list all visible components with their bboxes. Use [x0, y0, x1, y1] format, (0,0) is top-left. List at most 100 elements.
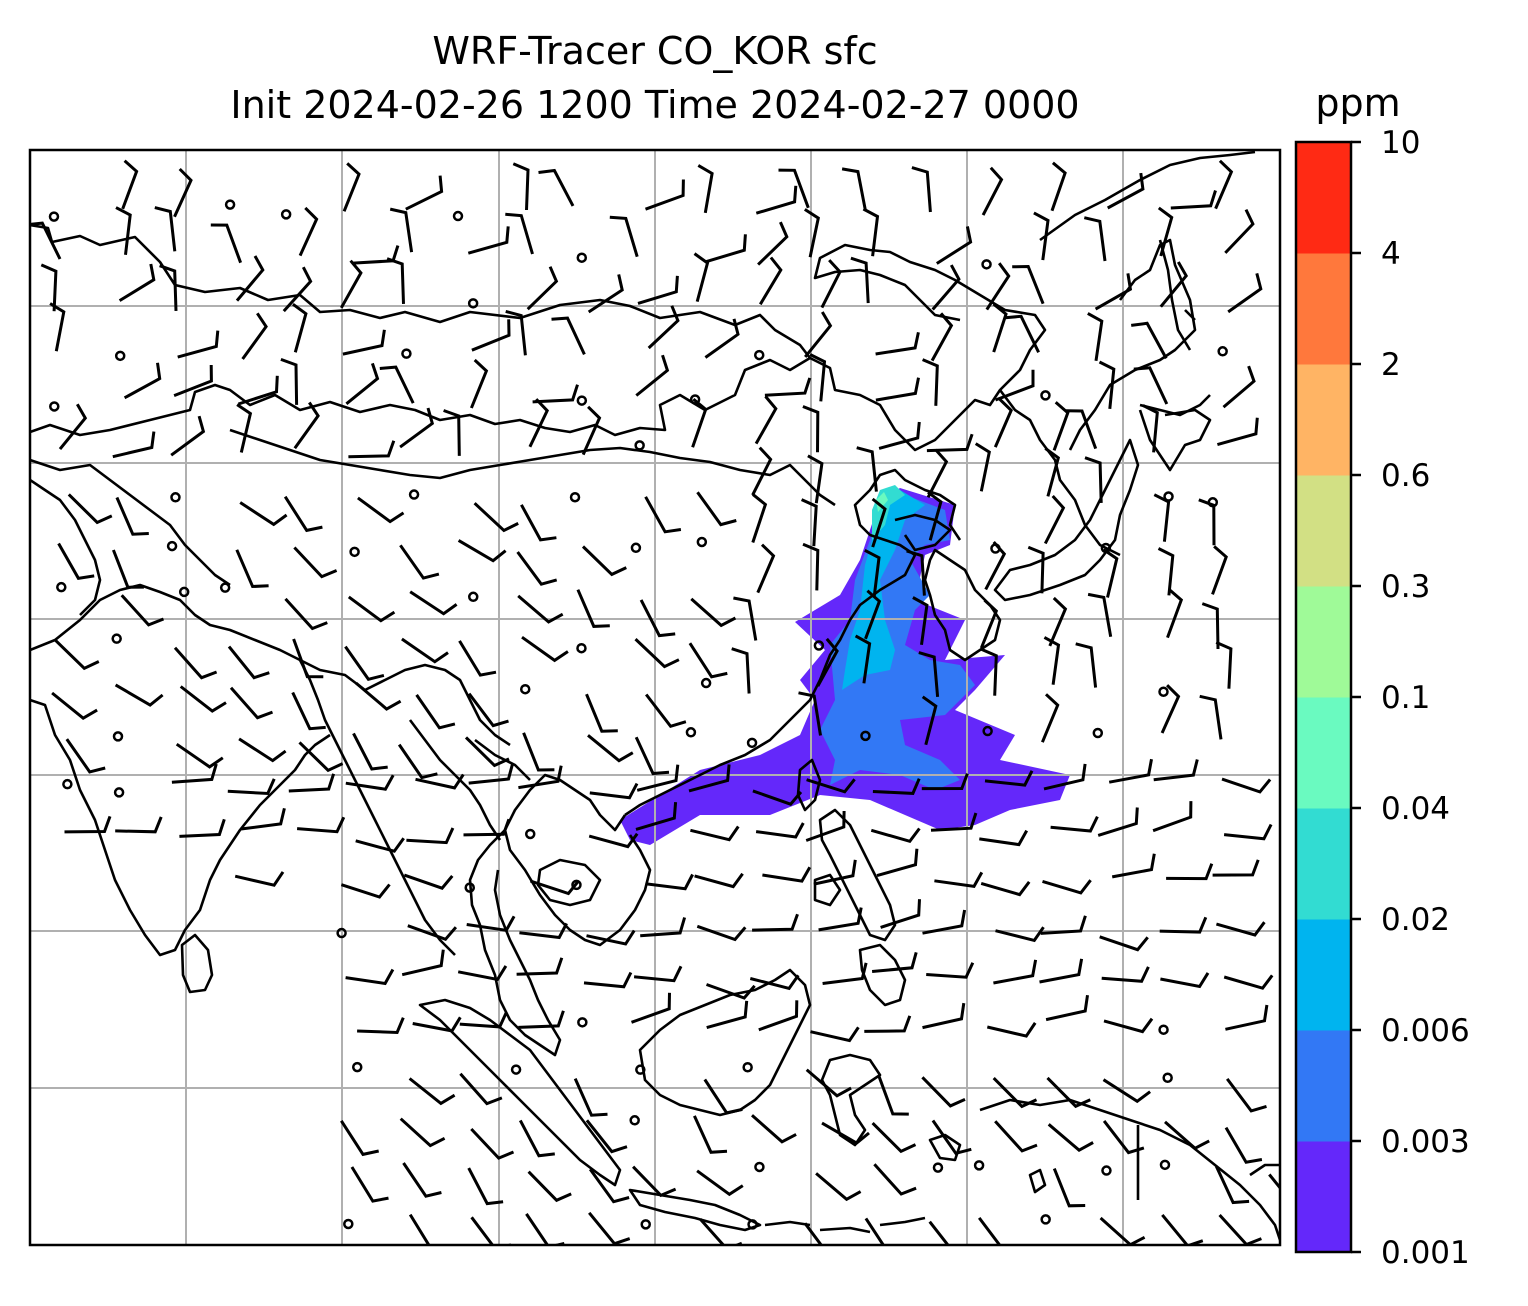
wind-barb — [906, 549, 926, 596]
wind-barb — [992, 302, 1008, 353]
wind-barb — [1050, 161, 1067, 212]
wind-barb — [291, 691, 326, 731]
wind-barb — [347, 595, 396, 623]
wind-barb — [993, 959, 1038, 985]
colorbar-segment — [1296, 808, 1351, 920]
calm-wind-marker — [981, 259, 992, 270]
wind-barb — [585, 1119, 628, 1154]
wind-barb — [463, 818, 511, 837]
wind-barb — [1033, 211, 1050, 261]
wind-barb — [587, 734, 634, 763]
wind-barb — [1040, 915, 1087, 935]
wind-barb — [1041, 693, 1060, 743]
wind-barb — [802, 405, 820, 453]
wind-barb — [1043, 763, 1087, 791]
calm-wind-marker — [696, 536, 708, 548]
wind-barb — [458, 640, 497, 677]
himalaya-border — [30, 583, 511, 747]
wind-barb — [935, 226, 973, 265]
wind-barb — [581, 405, 602, 456]
wind-barb — [238, 737, 287, 763]
wind-barb — [1157, 206, 1174, 257]
wind-barb — [803, 208, 820, 258]
wind-barb — [690, 825, 740, 842]
wind-barb — [931, 264, 961, 311]
india-coast — [30, 698, 331, 957]
calm-wind-marker — [62, 778, 73, 790]
wind-barb — [810, 1026, 860, 1043]
wind-barb — [696, 491, 737, 527]
calm-wind-marker — [973, 1160, 985, 1171]
wind-barb — [1012, 264, 1045, 305]
calm-wind-markers — [48, 199, 1228, 1230]
calm-wind-marker — [56, 581, 67, 593]
wind-barb — [408, 1077, 456, 1106]
calm-wind-marker — [1040, 1214, 1051, 1225]
colorbar-ticks: 0.001 0.003 0.006 0.02 0.04 0.1 0.3 0.6 2 4 10 — [1351, 125, 1470, 1271]
wind-barb — [1133, 366, 1169, 405]
wind-barb — [405, 175, 444, 211]
calm-wind-marker — [114, 350, 126, 362]
wind-barb — [635, 801, 678, 831]
calm-wind-marker — [634, 440, 645, 451]
wind-barb — [389, 207, 414, 253]
wind-barb — [408, 1213, 447, 1245]
wind-barb — [815, 1172, 862, 1202]
wind-barb — [1075, 642, 1098, 688]
wind-barb — [994, 1120, 1038, 1153]
wind-barb — [459, 1072, 503, 1106]
calm-wind-marker — [577, 1017, 588, 1028]
wind-barb — [928, 1220, 950, 1245]
calm-wind-marker — [280, 209, 292, 220]
wind-barb — [583, 971, 633, 989]
wind-barb — [699, 1218, 743, 1245]
calm-wind-marker — [1040, 390, 1051, 401]
wind-barb — [755, 822, 805, 839]
wind-barb — [821, 1121, 870, 1145]
wind-barb — [993, 398, 1013, 448]
wind-barb — [471, 319, 511, 352]
wind-barb — [350, 1166, 389, 1203]
wind-barb — [1199, 694, 1223, 740]
wind-barb — [527, 1170, 572, 1203]
wind-barb — [1157, 547, 1175, 596]
calm-wind-marker — [452, 210, 464, 222]
wind-barb — [922, 358, 939, 406]
calm-wind-marker — [700, 677, 712, 689]
wind-barb — [399, 544, 440, 580]
wind-barb — [705, 983, 756, 1000]
wind-barb — [520, 504, 557, 542]
colorbar-tick-label: 0.006 — [1381, 1013, 1470, 1049]
wind-barb — [292, 302, 308, 353]
colorbar-segment — [1296, 586, 1351, 698]
wind-barb — [470, 1127, 515, 1160]
wind-barb — [115, 816, 163, 834]
wind-barb — [1101, 966, 1150, 983]
calm-wind-marker — [569, 491, 581, 503]
wind-barb — [464, 736, 510, 768]
wind-barb — [985, 262, 1011, 311]
wind-barb — [154, 206, 177, 252]
wind-barb — [1166, 863, 1214, 881]
wind-barb — [864, 548, 881, 598]
wind-barb — [112, 549, 144, 589]
wind-barb — [806, 778, 856, 794]
wind-barb — [467, 692, 509, 728]
wind-barb — [283, 495, 323, 533]
wind-barb — [1224, 1126, 1263, 1164]
wind-barb — [645, 693, 687, 729]
wind-barb — [871, 1122, 917, 1154]
wind-barb — [688, 764, 731, 793]
calm-wind-marker — [519, 683, 531, 695]
wind-barb — [179, 685, 227, 713]
calm-wind-marker — [689, 394, 701, 405]
colorbar-tick-label: 4 — [1381, 236, 1401, 272]
wind-barb — [876, 848, 919, 878]
wind-barb — [1098, 360, 1116, 410]
wind-barb — [1108, 758, 1153, 784]
wind-barb — [588, 1211, 631, 1245]
wind-barb — [457, 965, 508, 982]
hainan-coast — [536, 858, 602, 907]
colorbar-tick-label: 0.3 — [1381, 569, 1430, 605]
